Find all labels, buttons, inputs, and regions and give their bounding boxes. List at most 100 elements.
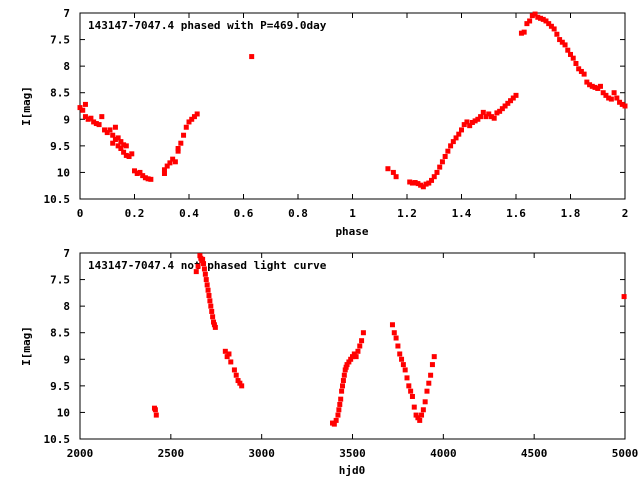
phased-x-tick-label: 0.6 — [234, 207, 254, 220]
unphased-x-tick-label: 3500 — [339, 447, 366, 460]
phased-data-point — [562, 42, 568, 48]
unphased-data-point — [359, 338, 365, 344]
phased-x-tick-label: 1.8 — [561, 207, 581, 220]
phased-data-point — [584, 79, 590, 85]
phased-data-point — [390, 169, 396, 175]
phased-data-point — [189, 116, 195, 122]
phased-data-point — [450, 139, 456, 145]
phased-data-point — [415, 181, 421, 187]
unphased-data-point — [195, 263, 201, 269]
phased-data-point — [448, 143, 454, 149]
phased-data-point — [502, 103, 508, 109]
unphased-data-point — [337, 401, 343, 407]
phased-data-point — [559, 39, 565, 45]
phased-data-point — [442, 153, 448, 159]
phased-data-point — [540, 16, 546, 22]
phased-data-point — [91, 119, 97, 125]
phased-y-tick-label: 10.5 — [44, 193, 71, 206]
unphased-data-point — [351, 351, 357, 357]
phased-data-point — [80, 107, 86, 113]
unphased-data-points — [151, 253, 627, 427]
unphased-data-point — [426, 380, 432, 386]
phased-data-point — [513, 92, 519, 98]
unphased-y-tick-label: 10.5 — [44, 433, 71, 446]
phased-light-curve-panel: 143147-7047.4 phased with P=469.0day pha… — [20, 7, 628, 238]
unphased-data-point — [621, 294, 627, 300]
phased-data-point — [161, 167, 167, 173]
phased-y-tick-label: 9.5 — [50, 140, 70, 153]
phased-data-point — [107, 127, 113, 133]
phased-axis-ticks: 0 0.2 0.4 0.6 0.8 1 1.2 1.4 1.6 1.8 2 7 7.5 8 8.5 9 9.5 1… — [44, 7, 629, 220]
unphased-data-point — [348, 356, 354, 362]
phased-data-point — [464, 119, 470, 125]
unphased-y-tick-label: 8 — [63, 300, 70, 313]
phased-data-point — [194, 111, 200, 117]
unphased-chart-title: 143147-7047.4 not phased light curve — [88, 259, 327, 272]
phased-data-point — [82, 101, 88, 107]
phased-data-point — [622, 103, 628, 109]
unphased-data-point — [397, 351, 403, 357]
unphased-y-tick-label: 9 — [63, 353, 70, 366]
phased-data-point — [170, 156, 176, 162]
phased-data-point — [565, 47, 571, 53]
phased-data-point — [597, 83, 603, 89]
phased-data-point — [412, 180, 418, 186]
phased-data-point — [611, 90, 617, 96]
phased-data-point — [589, 83, 595, 89]
unphased-light-curve-panel: 143147-7047.4 not phased light curve hjd… — [20, 247, 638, 477]
phased-data-point — [497, 108, 503, 114]
phased-data-point — [186, 119, 192, 125]
unphased-data-point — [331, 421, 337, 427]
phased-data-point — [508, 98, 514, 104]
unphased-data-point — [203, 277, 209, 283]
phased-data-point — [423, 181, 429, 187]
phased-data-points — [77, 11, 628, 190]
phased-data-point — [175, 146, 181, 152]
phased-data-point — [538, 15, 544, 21]
phased-data-point — [600, 90, 606, 96]
unphased-data-point — [205, 287, 211, 293]
phased-data-point — [527, 18, 533, 24]
phased-data-point — [112, 136, 118, 142]
unphased-data-point — [389, 322, 395, 328]
phased-data-point — [429, 177, 435, 183]
unphased-y-tick-label: 7 — [63, 247, 70, 260]
phased-data-point — [249, 54, 255, 60]
phased-data-point — [467, 123, 473, 129]
phased-data-point — [543, 18, 549, 24]
unphased-data-point — [235, 378, 241, 384]
unphased-data-point — [400, 362, 406, 368]
phased-data-point — [532, 11, 538, 17]
phased-x-tick-label: 1.2 — [397, 207, 417, 220]
phased-data-point — [118, 139, 124, 145]
phased-x-tick-label: 0 — [77, 207, 84, 220]
phased-data-point — [172, 159, 178, 165]
unphased-data-point — [340, 383, 346, 389]
phased-data-point — [491, 115, 497, 121]
unphased-data-point — [208, 303, 214, 309]
unphased-data-point — [357, 343, 363, 349]
unphased-data-point — [424, 388, 430, 394]
phased-data-point — [191, 114, 197, 120]
unphased-data-point — [428, 372, 434, 378]
phased-data-point — [453, 135, 459, 141]
phased-data-point — [472, 118, 478, 124]
phased-data-point — [88, 115, 94, 121]
phased-data-point — [573, 60, 579, 66]
phased-data-point — [483, 114, 489, 120]
phased-y-axis-label: I[mag] — [20, 86, 33, 126]
phased-data-point — [554, 31, 560, 37]
phased-data-point — [614, 95, 620, 101]
unphased-data-point — [341, 372, 347, 378]
phased-data-point — [129, 151, 135, 157]
phased-data-point — [606, 95, 612, 101]
phased-data-point — [548, 23, 554, 29]
unphased-data-point — [409, 393, 415, 399]
phased-data-point — [167, 160, 173, 166]
phased-data-point — [535, 14, 541, 20]
unphased-data-point — [420, 407, 426, 413]
unphased-data-point — [391, 330, 397, 336]
unphased-data-point — [228, 359, 234, 365]
phased-data-point — [137, 169, 143, 175]
